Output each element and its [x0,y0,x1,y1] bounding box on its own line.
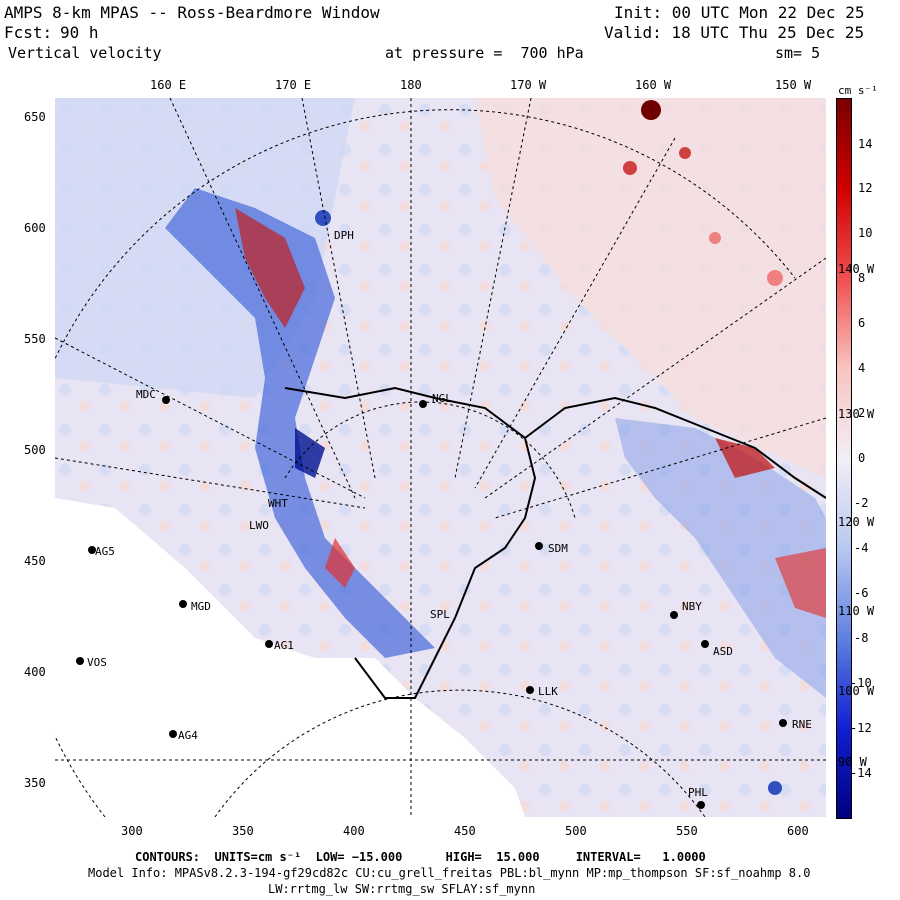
smoothing-value: sm= 5 [775,44,821,62]
station-spl: SPL [430,608,450,621]
station-rne: RNE [792,718,812,731]
x-tick-500: 500 [565,824,587,838]
strong-updraft-core [325,538,355,588]
vertical-velocity-map [55,98,826,817]
model-info: Model Info: MPASv8.2.3-194-gf29cd82c CU:… [88,866,811,880]
station-ag4: AG4 [178,729,198,742]
station-llk: LLK [538,685,558,698]
y-tick-550: 550 [24,332,46,346]
coastline-east [524,396,826,499]
ross-ice-shelf-edge [284,386,537,699]
station-vos: VOS [87,656,107,669]
lon-label-140w: 140 W [838,262,875,276]
station-lwo: LWO [249,519,269,532]
contours-info: CONTOURS: UNITS=cm s⁻¹ LOW= −15.000 HIGH… [135,850,706,864]
lon-label-160e: 160 E [150,78,187,92]
cell-5 [767,270,783,286]
station-ngl: NGL [432,392,452,405]
colorbar [836,98,852,819]
lon-label-150w: 150 W [775,78,812,92]
east-positive-core-2 [775,548,826,618]
x-tick-300: 300 [121,824,143,838]
colorbar-label-neg6: -6 [854,586,869,600]
forecast-hour: 90 h [60,23,99,42]
station-phl: PHL [688,786,708,799]
valid-time: Valid: 18 UTC Thu 25 Dec 25 [604,23,865,42]
east-positive-core [715,438,775,478]
x-tick-350: 350 [232,824,254,838]
cell-3 [679,147,691,159]
y-tick-500: 500 [24,443,46,457]
cell-6 [315,210,331,226]
y-tick-600: 600 [24,221,46,235]
station-nby: NBY [682,600,702,613]
colorbar-label-4: 4 [858,361,866,375]
y-tick-650: 650 [24,110,46,124]
east-negative-region [615,418,826,698]
colorbar-label-neg14: -14 [850,766,872,780]
plot-title: AMPS 8-km MPAS -- Ross-Beardmore Window [4,3,380,22]
lon-label-120w: 120 W [838,515,875,529]
colorbar-label-neg4: -4 [854,541,869,555]
colorbar-label-14: 14 [858,137,873,151]
colorbar-label-12: 12 [858,181,873,195]
station-ag1: AG1 [274,639,294,652]
lon-label-100w: 100 W [838,684,875,698]
colorbar-label-8: 8 [858,271,866,285]
physics-info: LW:rrtmg_lw SW:rrtmg_sw SFLAY:sf_mynn [268,882,536,896]
colorbar-label-neg8: -8 [854,631,869,645]
colorbar-label-0: 0 [858,451,866,465]
x-tick-450: 450 [454,824,476,838]
y-tick-400: 400 [24,665,46,679]
station-markers [76,396,787,809]
lon-label-90w: 90 W [838,755,867,769]
cell-4 [709,232,721,244]
colorbar-units: cm s⁻¹ [838,84,878,97]
y-tick-350: 350 [24,776,46,790]
colorbar-label-10: 10 [858,226,873,240]
colorbar-label-neg10: -10 [850,676,872,690]
colorbar-label-neg2: -2 [854,496,869,510]
cell-7 [768,781,782,795]
station-dph: DPH [334,229,354,242]
graticule [55,98,826,817]
cell-2 [623,161,637,175]
variable-name: Vertical velocity [8,44,162,62]
station-wht: WHT [268,497,288,510]
colorbar-label-neg12: -12 [850,721,872,735]
station-mdc: MDC [136,388,156,401]
station-sdm: SDM [548,542,568,555]
pressure-level: at pressure = 700 hPa [385,44,584,62]
station-asd: ASD [713,645,733,658]
station-mgd: MGD [191,600,211,613]
lon-label-160w: 160 W [635,78,672,92]
x-tick-600: 600 [787,824,809,838]
mountain-band-positive [235,208,305,328]
lon-label-170e: 170 E [275,78,312,92]
lon-label-170w: 170 W [510,78,547,92]
init-time: Init: 00 UTC Mon 22 Dec 25 [614,3,865,22]
y-tick-450: 450 [24,554,46,568]
forecast-label: Fcst: [4,23,53,42]
cell-1 [641,100,661,120]
x-tick-550: 550 [676,824,698,838]
station-ag5: AG5 [95,545,115,558]
field-region-northeast [475,98,826,478]
lon-label-180: 180 [400,78,422,92]
colorbar-label-6: 6 [858,316,866,330]
colorbar-label-2: 2 [858,406,866,420]
lon-label-130w: 130 W [838,407,875,421]
x-tick-400: 400 [343,824,365,838]
lon-label-110w: 110 W [838,604,875,618]
